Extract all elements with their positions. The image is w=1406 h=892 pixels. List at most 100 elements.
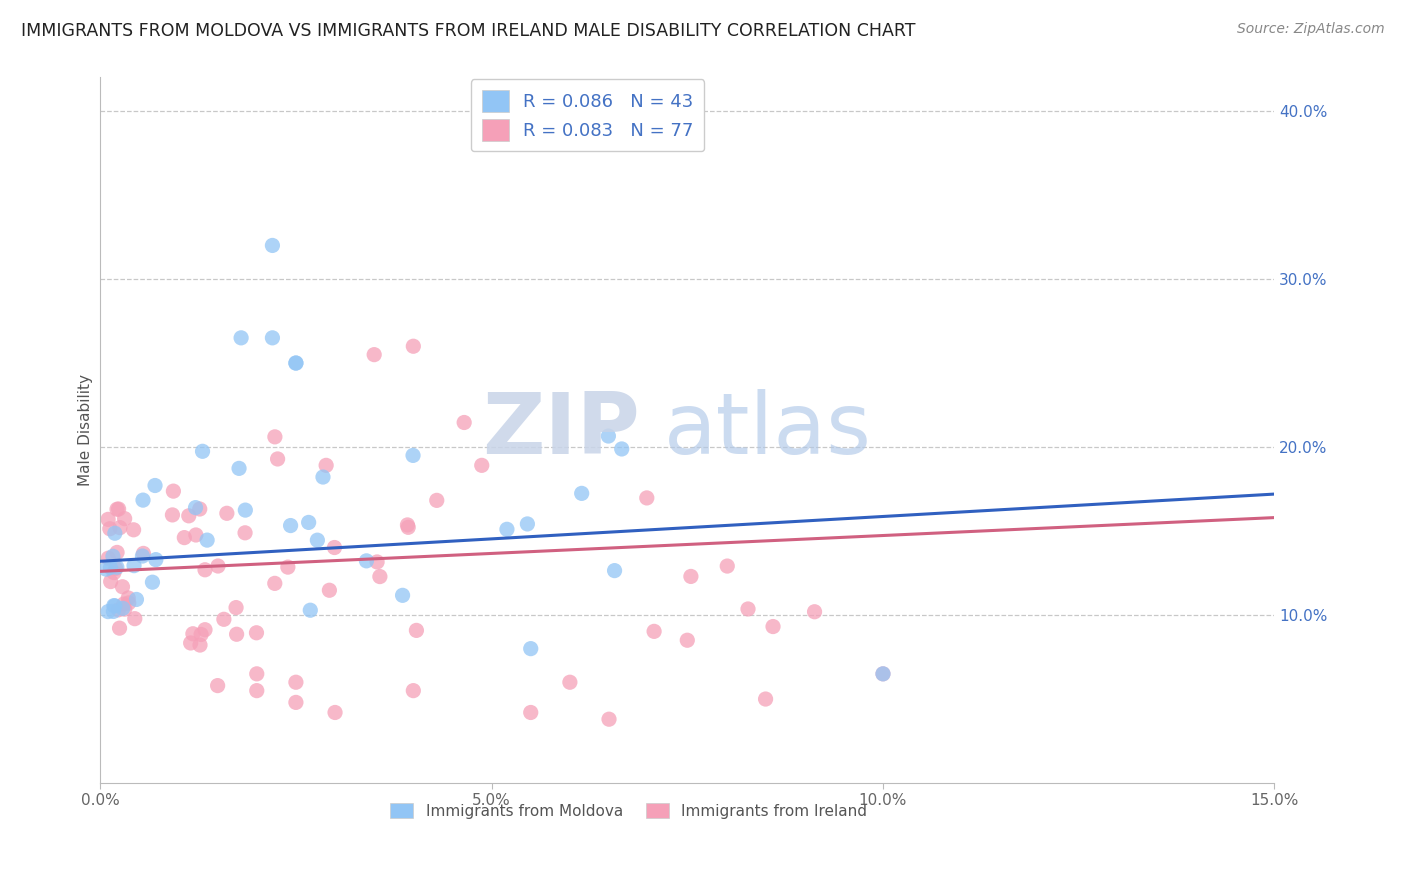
Point [194,623,217,637]
Point [104,599,127,613]
Point [184,528,207,542]
Point [132,493,155,508]
Point [402,339,425,353]
Point [131,549,153,563]
Point [266,452,288,467]
Point [105,545,128,559]
Point [194,563,217,577]
Point [108,621,131,635]
Point [762,619,785,633]
Point [636,491,658,505]
Point [366,555,388,569]
Point [263,576,285,591]
Point [264,430,287,444]
Point [233,525,256,540]
Point [104,526,127,541]
Point [558,675,581,690]
Point [368,569,391,583]
Point [107,603,129,617]
Point [262,331,284,345]
Y-axis label: Male Disability: Male Disability [79,375,93,486]
Point [117,591,139,605]
Point [323,541,346,555]
Point [737,602,759,616]
Point [103,599,125,613]
Point [676,633,699,648]
Point [104,561,127,575]
Point [426,493,449,508]
Point [97,512,120,526]
Text: IMMIGRANTS FROM MOLDOVA VS IMMIGRANTS FROM IRELAND MALE DISABILITY CORRELATION C: IMMIGRANTS FROM MOLDOVA VS IMMIGRANTS FR… [21,22,915,40]
Point [323,706,346,720]
Point [132,546,155,560]
Point [94,562,117,576]
Point [396,517,419,532]
Text: Source: ZipAtlas.com: Source: ZipAtlas.com [1237,22,1385,37]
Point [228,461,250,475]
Point [277,560,299,574]
Point [225,600,247,615]
Point [872,666,894,681]
Point [122,523,145,537]
Point [396,520,419,534]
Point [519,706,541,720]
Legend: Immigrants from Moldova, Immigrants from Ireland: Immigrants from Moldova, Immigrants from… [384,797,873,825]
Point [122,558,145,573]
Point [188,502,211,516]
Point [519,641,541,656]
Point [405,624,427,638]
Point [803,605,825,619]
Point [143,478,166,492]
Point [207,679,229,693]
Point [162,484,184,499]
Point [100,560,122,574]
Point [755,692,778,706]
Point [312,470,335,484]
Point [284,356,307,370]
Point [598,712,620,726]
Point [598,429,620,443]
Point [284,356,307,370]
Point [188,638,211,652]
Point [191,444,214,458]
Point [103,604,125,618]
Point [298,516,321,530]
Point [246,683,269,698]
Point [101,549,124,564]
Point [141,575,163,590]
Point [98,522,121,536]
Point [516,516,538,531]
Point [125,592,148,607]
Point [145,552,167,566]
Point [363,348,385,362]
Point [716,559,738,574]
Point [212,612,235,626]
Point [114,602,136,616]
Point [246,666,269,681]
Point [173,531,195,545]
Point [610,442,633,456]
Point [471,458,494,473]
Point [195,533,218,548]
Point [105,502,128,516]
Point [162,508,184,522]
Point [453,416,475,430]
Point [402,449,425,463]
Point [318,583,340,598]
Point [496,522,519,536]
Point [299,603,322,617]
Point [571,486,593,500]
Point [118,596,141,610]
Point [114,511,136,525]
Text: ZIP: ZIP [482,389,640,472]
Point [356,554,378,568]
Point [402,683,425,698]
Point [284,695,307,709]
Point [207,559,229,574]
Point [111,580,134,594]
Point [107,502,129,516]
Point [391,588,413,602]
Point [215,506,238,520]
Point [177,508,200,523]
Point [124,612,146,626]
